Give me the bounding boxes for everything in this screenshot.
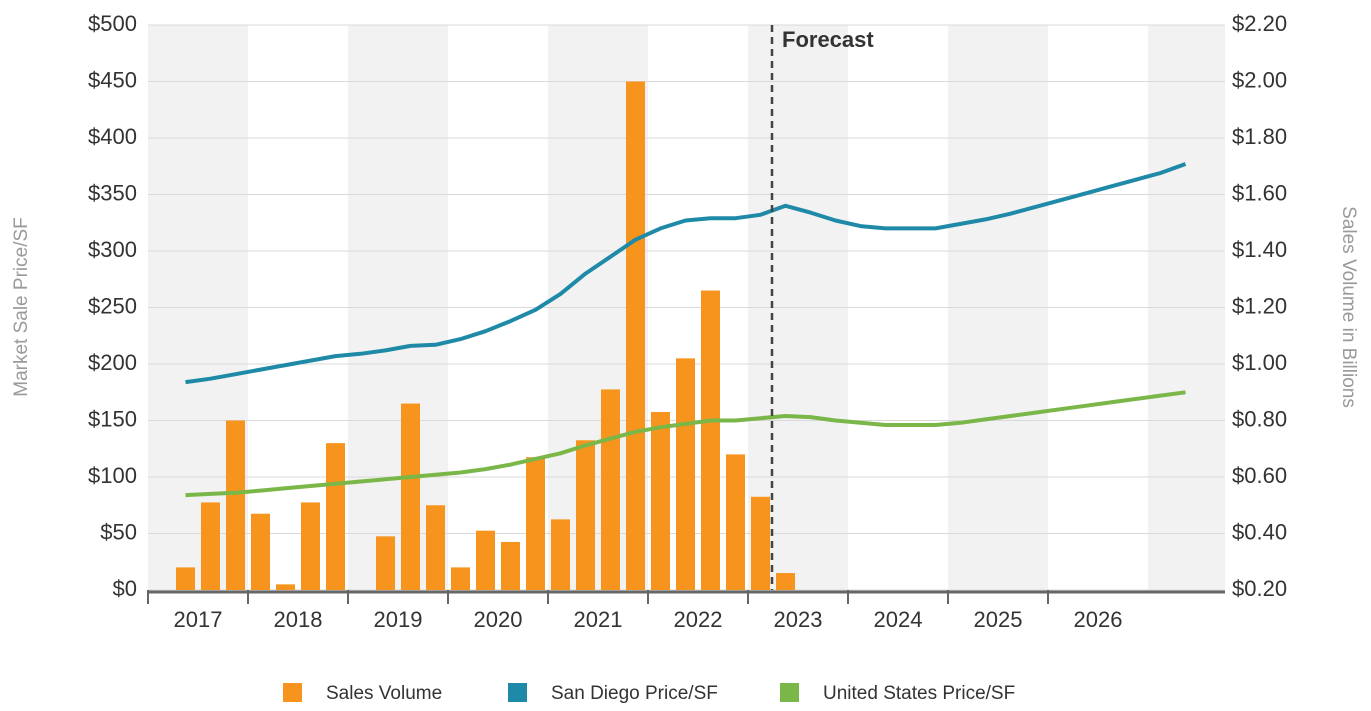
bar <box>776 573 795 590</box>
legend-label: United States Price/SF <box>823 683 1015 704</box>
bar <box>551 519 570 590</box>
x-tick-label: 2025 <box>974 607 1023 632</box>
y2-tick-label: $0.40 <box>1232 519 1287 544</box>
bar <box>751 496 770 590</box>
y-tick-label: $200 <box>88 350 137 375</box>
y2-tick-label: $0.20 <box>1232 576 1287 601</box>
y-tick-label: $150 <box>88 406 137 431</box>
y2-tick-label: $2.20 <box>1232 11 1287 36</box>
y-tick-label: $400 <box>88 124 137 149</box>
y2-tick-label: $0.80 <box>1232 406 1287 431</box>
bar <box>701 290 720 590</box>
y-tick-label: $50 <box>100 519 137 544</box>
bar <box>226 420 245 590</box>
y2-tick-label: $1.40 <box>1232 237 1287 262</box>
x-tick-label: 2026 <box>1074 607 1123 632</box>
x-tick-label: 2019 <box>374 607 423 632</box>
y2-axis-title: Sales Volume in Billions <box>1338 206 1359 408</box>
y2-tick-label: $0.60 <box>1232 463 1287 488</box>
bar <box>676 358 695 590</box>
bar <box>576 440 595 590</box>
bar <box>476 530 495 590</box>
bar <box>401 403 420 590</box>
y-tick-label: $450 <box>88 67 137 92</box>
x-tick-label: 2023 <box>774 607 823 632</box>
bar <box>376 536 395 590</box>
line <box>185 390 1186 498</box>
y2-tick-label: $2.00 <box>1232 67 1287 92</box>
x-tick-label: 2021 <box>574 607 623 632</box>
bar <box>451 567 470 590</box>
y-tick-label: $500 <box>88 11 137 36</box>
bar <box>651 412 670 590</box>
bar <box>726 454 745 590</box>
x-tick-label: 2017 <box>174 607 223 632</box>
x-tick-label: 2018 <box>274 607 323 632</box>
x-tick-label: 2022 <box>674 607 723 632</box>
y-tick-label: $300 <box>88 237 137 262</box>
bar <box>626 81 645 590</box>
bar <box>501 541 520 590</box>
bar <box>601 389 620 590</box>
legend-swatch <box>283 683 302 702</box>
y2-tick-label: $1.60 <box>1232 180 1287 205</box>
forecast-label: Forecast <box>782 27 874 52</box>
bar <box>301 502 320 590</box>
legend-label: Sales Volume <box>326 683 442 704</box>
bar <box>326 443 345 590</box>
legend-swatch <box>780 683 799 702</box>
bar <box>251 513 270 590</box>
bar <box>276 584 295 590</box>
line <box>185 162 1187 385</box>
y-tick-label: $250 <box>88 293 137 318</box>
bar <box>176 567 195 590</box>
y2-tick-label: $1.00 <box>1232 350 1287 375</box>
y-tick-label: $350 <box>88 180 137 205</box>
legend-label: San Diego Price/SF <box>551 683 718 704</box>
bar <box>526 457 545 590</box>
y-axis-title: Market Sale Price/SF <box>11 217 32 397</box>
legend-swatch <box>508 683 527 702</box>
y2-tick-label: $1.80 <box>1232 124 1287 149</box>
x-tick-label: 2024 <box>874 607 923 632</box>
y-tick-label: $100 <box>88 463 137 488</box>
y-tick-label: $0 <box>113 576 137 601</box>
y2-tick-label: $1.20 <box>1232 293 1287 318</box>
bar <box>426 505 445 590</box>
bar <box>201 502 220 590</box>
x-tick-label: 2020 <box>474 607 523 632</box>
